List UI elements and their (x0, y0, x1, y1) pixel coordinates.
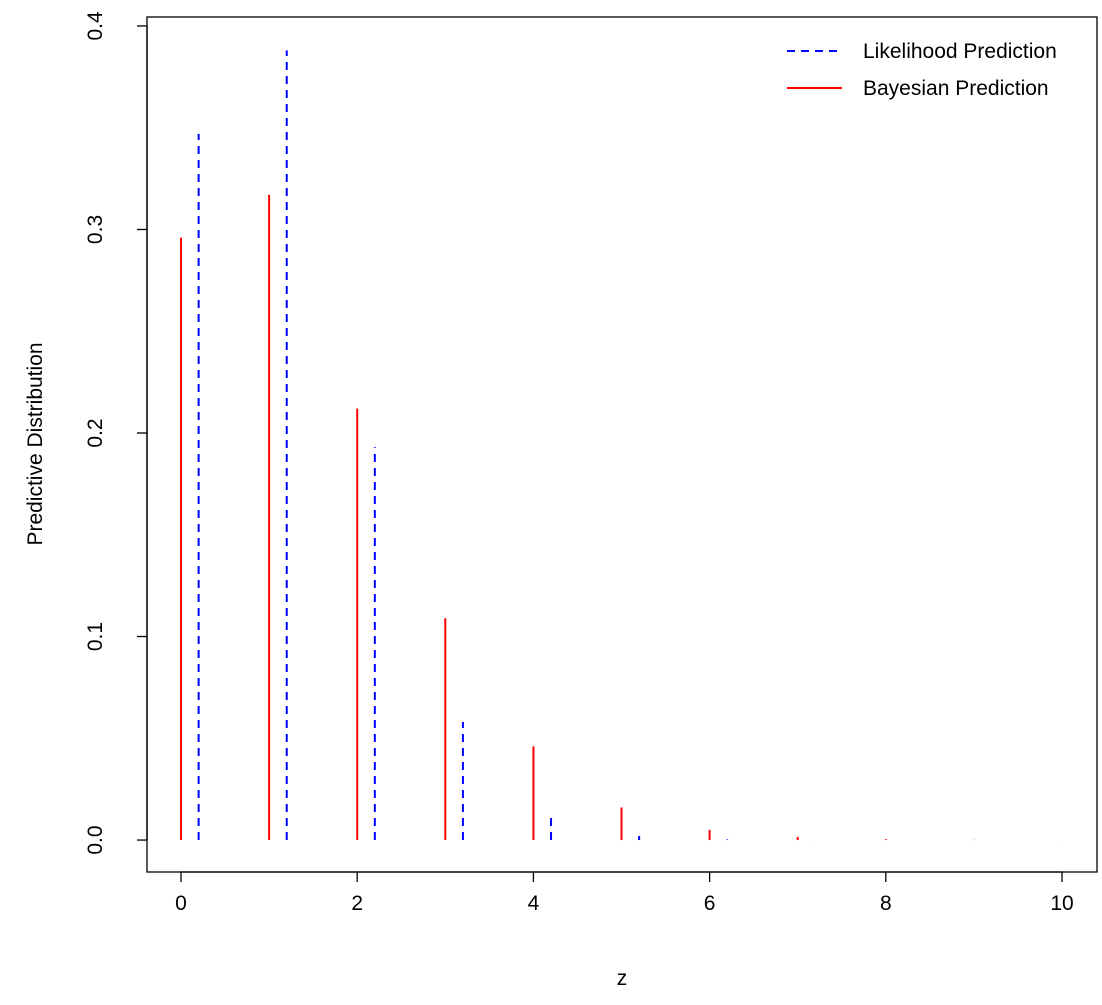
plot-frame (146, 16, 1098, 873)
y-tick-label: 0.3 (84, 215, 107, 244)
y-tick-label: 0.1 (84, 622, 107, 651)
x-tick-label: 10 (1050, 892, 1073, 915)
x-tick-label: 8 (880, 892, 892, 915)
y-tick-label: 0.2 (84, 418, 107, 447)
x-axis-label: z (617, 967, 628, 990)
x-tick-label: 4 (528, 892, 540, 915)
x-tick-label: 2 (351, 892, 363, 915)
legend-label: Likelihood Prediction (863, 40, 1057, 63)
x-tick-label: 0 (175, 892, 187, 915)
y-tick-label: 0.0 (84, 825, 107, 854)
legend-label: Bayesian Prediction (863, 77, 1049, 100)
x-tick-label: 6 (704, 892, 716, 915)
y-tick-label: 0.4 (84, 11, 107, 41)
y-axis-label: Predictive Distribution (24, 342, 47, 545)
